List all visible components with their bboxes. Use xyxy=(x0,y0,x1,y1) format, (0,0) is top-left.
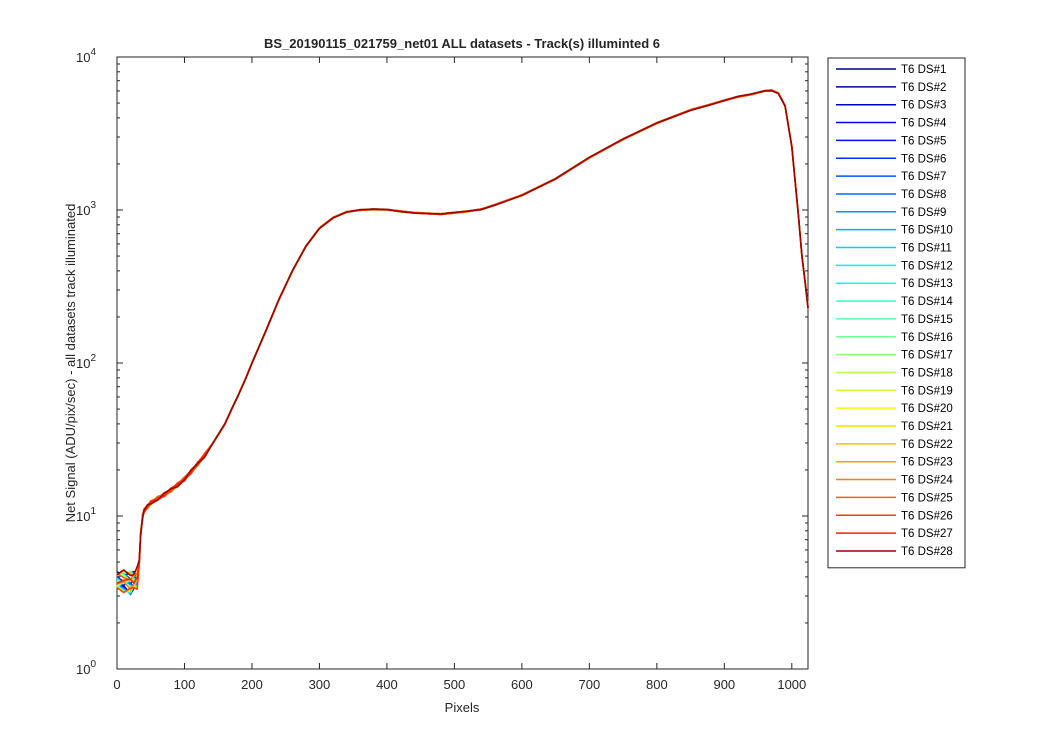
legend-entry: T6 DS#28 xyxy=(901,546,953,558)
y-tick-label: 103 xyxy=(76,200,96,218)
legend-entry: T6 DS#2 xyxy=(901,82,946,94)
x-tick-label: 1000 xyxy=(777,677,806,692)
legend-entry: T6 DS#13 xyxy=(901,278,953,290)
legend-entry: T6 DS#9 xyxy=(901,207,946,219)
x-tick-label: 300 xyxy=(309,677,331,692)
series-line xyxy=(116,89,809,577)
plot-area xyxy=(116,56,809,670)
legend-entry: T6 DS#7 xyxy=(901,171,946,183)
legend-entry: T6 DS#3 xyxy=(901,100,946,112)
x-tick-label: 700 xyxy=(579,677,601,692)
legend-entry: T6 DS#8 xyxy=(901,189,946,201)
x-tick-label: 400 xyxy=(376,677,398,692)
x-tick-label: 900 xyxy=(713,677,735,692)
x-axis-label: Pixels xyxy=(445,700,480,715)
y-tick-label: 102 xyxy=(76,353,96,371)
legend-entry: T6 DS#24 xyxy=(901,475,953,487)
x-tick-label: 800 xyxy=(646,677,668,692)
y-tick-base: 10 xyxy=(76,50,90,65)
x-tick-label: 500 xyxy=(444,677,466,692)
legend-entry: T6 DS#15 xyxy=(901,314,953,326)
y-tick-base: 10 xyxy=(76,203,90,218)
y-tick-label: 104 xyxy=(76,47,96,65)
legend-entry: T6 DS#23 xyxy=(901,457,953,469)
x-tick-label: 0 xyxy=(113,677,120,692)
y-tick-exponent: 2 xyxy=(90,353,96,364)
chart-title: BS_20190115_021759_net01 ALL datasets - … xyxy=(264,36,660,51)
legend-entry: T6 DS#20 xyxy=(901,403,953,415)
legend-entry: T6 DS#17 xyxy=(901,350,953,362)
legend-entry: T6 DS#21 xyxy=(901,421,953,433)
legend-entry: T6 DS#16 xyxy=(901,332,953,344)
x-tick-label: 200 xyxy=(241,677,263,692)
y-tick-base: 10 xyxy=(76,662,90,677)
y-tick-exponent: 4 xyxy=(90,47,96,58)
legend-entry: T6 DS#1 xyxy=(901,64,946,76)
legend: T6 DS#1 T6 DS#2 T6 DS#3 T6 DS#4 T6 DS#5 T6 DS… xyxy=(827,57,966,569)
legend-box xyxy=(827,57,966,569)
x-tick-label: 100 xyxy=(174,677,196,692)
legend-entry: T6 DS#25 xyxy=(901,492,953,504)
y-tick-base: 10 xyxy=(76,356,90,371)
legend-entry: T6 DS#4 xyxy=(901,118,947,130)
legend-entry: T6 DS#10 xyxy=(901,225,953,237)
legend-entry: T6 DS#22 xyxy=(901,439,953,451)
legend-entry: T6 DS#11 xyxy=(901,243,952,255)
y-tick-base: 10 xyxy=(76,509,90,524)
legend-entry: T6 DS#14 xyxy=(901,296,953,308)
legend-entry: T6 DS#12 xyxy=(901,260,953,272)
x-tick-label: 600 xyxy=(511,677,533,692)
series-layer xyxy=(116,89,809,596)
legend-entry: T6 DS#26 xyxy=(901,510,953,522)
legend-entry: T6 DS#6 xyxy=(901,153,946,165)
y-tick-exponent: 0 xyxy=(90,659,96,670)
legend-entry: T6 DS#19 xyxy=(901,385,953,397)
legend-entry: T6 DS#27 xyxy=(901,528,953,540)
y-tick-exponent: 3 xyxy=(90,200,96,211)
y-tick-label: 101 xyxy=(76,506,96,524)
x-axis: 0 100 200 300 400 500 600 700 800 900 1000 xyxy=(113,57,806,692)
y-axis-label: Net Signal (ADU/pix/sec) - all datasets … xyxy=(63,204,78,523)
y-tick-label: 100 xyxy=(76,659,96,677)
legend-entry: T6 DS#18 xyxy=(901,367,953,379)
y-tick-exponent: 1 xyxy=(90,506,96,517)
legend-entry: T6 DS#5 xyxy=(901,135,946,147)
